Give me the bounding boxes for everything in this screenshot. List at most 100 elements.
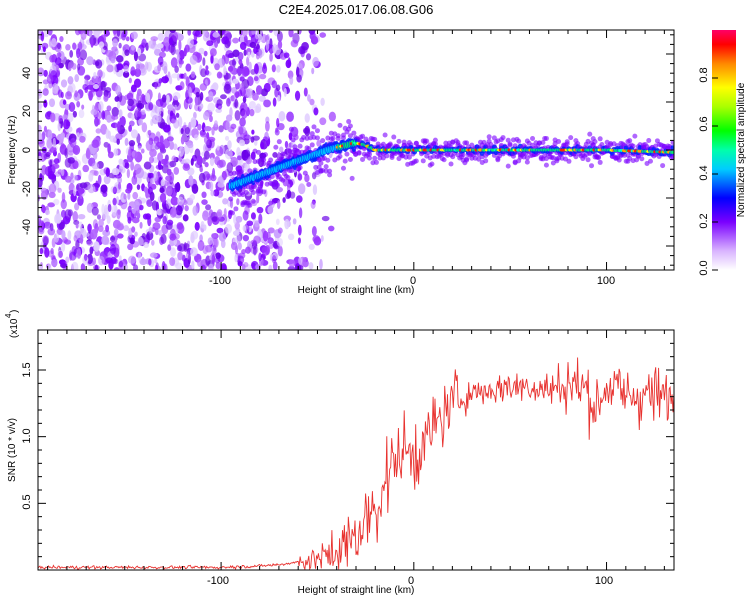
noise-blob: [276, 65, 281, 73]
noise-blob: [243, 134, 252, 141]
signal-halo: [323, 164, 329, 170]
noise-blob: [194, 221, 200, 231]
noise-blob: [319, 32, 327, 38]
signal-halo: [327, 168, 333, 174]
noise-blob: [118, 182, 122, 190]
noise-blob: [96, 118, 101, 126]
noise-blob: [175, 112, 180, 118]
noise-blob: [95, 30, 103, 35]
noise-blob: [197, 240, 205, 251]
noise-blob: [255, 85, 263, 95]
noise-blob: [180, 135, 185, 145]
signal-halo: [566, 158, 572, 164]
signal-halo: [311, 124, 317, 130]
noise-blob: [157, 32, 164, 41]
noise-blob: [227, 65, 234, 72]
signal-halo: [262, 152, 268, 158]
noise-blob: [187, 30, 192, 36]
noise-blob: [230, 95, 235, 102]
noise-blob: [137, 110, 142, 121]
noise-blob: [236, 234, 241, 244]
signal-halo: [294, 147, 300, 153]
noise-blob: [178, 39, 182, 51]
noise-blob: [179, 81, 185, 90]
noise-blob: [89, 246, 94, 255]
noise-blob: [79, 135, 86, 143]
noise-blob: [137, 236, 144, 246]
noise-blob: [161, 94, 167, 103]
signal-halo: [309, 142, 315, 148]
noise-blob: [47, 227, 56, 236]
noise-blob: [101, 110, 106, 120]
noise-blob: [104, 204, 108, 215]
noise-blob: [40, 31, 45, 42]
noise-blob: [73, 235, 78, 242]
signal-halo: [268, 157, 274, 163]
snr-ylabel: SNR (10 * v/v): [7, 418, 18, 482]
noise-blob: [311, 172, 317, 180]
noise-blob: [166, 185, 173, 197]
noise-blob: [130, 31, 138, 40]
noise-blob: [58, 221, 65, 230]
noise-blob: [47, 129, 53, 141]
noise-blob: [48, 191, 56, 199]
noise-blob: [199, 234, 203, 242]
noise-blob: [166, 136, 174, 142]
noise-blob: [194, 96, 199, 106]
noise-blob: [290, 39, 299, 48]
signal-halo: [505, 137, 511, 143]
noise-blob: [252, 92, 259, 101]
noise-blob: [148, 132, 156, 142]
noise-blob: [243, 49, 247, 56]
noise-blob: [141, 122, 148, 133]
signal-halo: [337, 153, 343, 159]
noise-blob: [133, 51, 139, 62]
signal-halo: [309, 131, 315, 137]
noise-blob: [138, 118, 143, 126]
noise-blob: [283, 52, 290, 59]
noise-blob: [117, 61, 123, 70]
noise-blob: [142, 213, 149, 220]
noise-blob: [320, 235, 324, 242]
signal-halo: [573, 154, 579, 160]
noise-blob: [249, 108, 255, 117]
noise-blob: [98, 101, 104, 112]
signal-halo: [228, 196, 234, 202]
noise-blob: [159, 192, 167, 203]
noise-blob: [41, 205, 46, 214]
noise-blob: [124, 137, 129, 146]
spectrogram-xtick-label: 100: [597, 275, 615, 287]
noise-blob: [41, 131, 46, 141]
noise-blob: [303, 87, 308, 97]
signal-halo: [424, 138, 430, 144]
noise-blob: [176, 222, 184, 230]
noise-blob: [57, 122, 61, 132]
noise-blob: [242, 225, 247, 232]
signal-halo: [280, 177, 286, 183]
noise-blob: [115, 133, 123, 141]
noise-blob: [208, 209, 214, 218]
noise-blob: [320, 97, 325, 106]
noise-blob: [269, 52, 273, 62]
noise-blob: [246, 220, 254, 227]
noise-blob: [302, 127, 310, 134]
noise-blob: [177, 251, 183, 261]
signal-halo: [403, 154, 409, 160]
noise-blob: [213, 189, 220, 197]
noise-blob: [249, 41, 257, 48]
noise-blob: [69, 251, 77, 261]
noise-blob: [224, 148, 233, 160]
noise-blob: [216, 145, 220, 151]
signal-halo: [597, 159, 603, 165]
signal-halo: [382, 132, 388, 138]
noise-blob: [255, 51, 260, 60]
noise-blob: [152, 222, 161, 231]
noise-blob: [260, 141, 265, 150]
noise-blob: [91, 206, 99, 216]
noise-blob: [68, 82, 76, 93]
signal-halo: [255, 149, 261, 155]
noise-blob: [210, 55, 214, 64]
noise-blob: [139, 221, 143, 229]
noise-blob: [43, 99, 48, 108]
noise-blob: [252, 245, 257, 256]
